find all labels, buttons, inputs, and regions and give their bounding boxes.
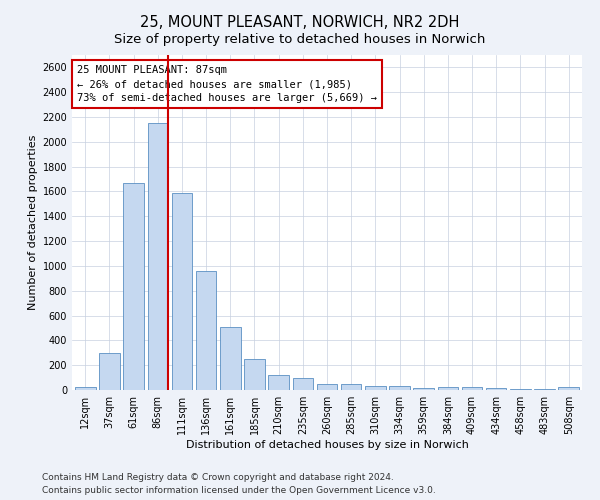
Bar — [244, 359, 265, 390]
Bar — [341, 384, 361, 390]
Bar — [462, 387, 482, 390]
Bar — [486, 388, 506, 390]
Bar — [196, 271, 217, 390]
Bar — [510, 389, 530, 390]
Bar — [389, 386, 410, 390]
Bar — [365, 386, 386, 390]
Text: Contains HM Land Registry data © Crown copyright and database right 2024.
Contai: Contains HM Land Registry data © Crown c… — [42, 474, 436, 495]
Text: Size of property relative to detached houses in Norwich: Size of property relative to detached ho… — [115, 32, 485, 46]
Bar — [124, 183, 144, 390]
Bar — [293, 378, 313, 390]
Bar — [437, 387, 458, 390]
Bar — [220, 328, 241, 390]
Bar — [172, 192, 192, 390]
Bar — [559, 387, 579, 390]
X-axis label: Distribution of detached houses by size in Norwich: Distribution of detached houses by size … — [185, 440, 469, 450]
Bar — [268, 375, 289, 390]
Text: 25 MOUNT PLEASANT: 87sqm
← 26% of detached houses are smaller (1,985)
73% of sem: 25 MOUNT PLEASANT: 87sqm ← 26% of detach… — [77, 65, 377, 103]
Bar — [413, 388, 434, 390]
Bar — [317, 384, 337, 390]
Text: 25, MOUNT PLEASANT, NORWICH, NR2 2DH: 25, MOUNT PLEASANT, NORWICH, NR2 2DH — [140, 15, 460, 30]
Y-axis label: Number of detached properties: Number of detached properties — [28, 135, 38, 310]
Bar — [148, 123, 168, 390]
Bar — [75, 387, 95, 390]
Bar — [99, 353, 120, 390]
